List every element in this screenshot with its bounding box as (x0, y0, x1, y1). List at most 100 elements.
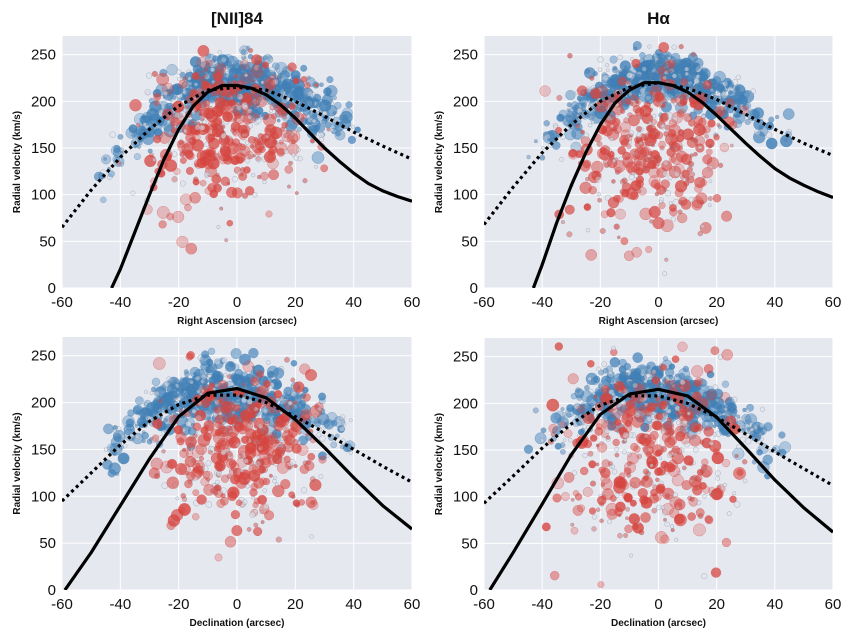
point-red (318, 474, 324, 480)
point-red (683, 113, 693, 123)
point-blue (205, 365, 216, 375)
point-red (185, 166, 194, 175)
point-red (291, 494, 296, 499)
point-red (219, 206, 224, 211)
point-red (637, 189, 642, 194)
point-red (278, 139, 284, 145)
point-red (564, 204, 575, 215)
y-tick-label: 250 (31, 348, 56, 365)
point-blue (585, 372, 598, 385)
point-red (701, 573, 708, 580)
point-red (607, 369, 613, 375)
point-red (309, 476, 316, 483)
point-red (184, 104, 190, 110)
point-red (736, 468, 744, 476)
point-blue (101, 154, 112, 165)
point-red (649, 219, 654, 224)
point-red (639, 115, 644, 120)
point-red (293, 155, 299, 161)
point-red (616, 235, 621, 240)
point-red (552, 493, 562, 503)
point-red (176, 69, 182, 75)
point-red (646, 456, 659, 470)
point-red (560, 492, 570, 501)
point-red (242, 104, 249, 111)
point-red (205, 460, 212, 466)
point-blue (172, 393, 178, 399)
point-red (171, 151, 178, 158)
point-red (628, 130, 635, 136)
point-red (721, 92, 728, 99)
point-red (267, 434, 274, 440)
point-red (217, 148, 230, 162)
point-red (673, 101, 678, 106)
point-red (191, 408, 197, 414)
point-red (263, 113, 276, 127)
point-red (252, 153, 256, 158)
point-red (567, 373, 579, 385)
point-red (189, 89, 197, 97)
point-red (254, 148, 263, 156)
point-red (280, 478, 291, 490)
point-red (623, 492, 633, 503)
point-red (614, 446, 620, 452)
point-red (613, 160, 626, 173)
point-red (300, 75, 308, 83)
point-red (239, 409, 252, 421)
point-red (254, 460, 261, 467)
point-red (580, 129, 586, 135)
point-red (216, 397, 226, 407)
point-red (220, 176, 231, 187)
point-blue (164, 418, 169, 423)
point-red (582, 159, 592, 169)
point-red (629, 101, 634, 106)
x-tick-label: -40 (531, 294, 553, 311)
point-red (658, 456, 663, 461)
point-red (166, 520, 176, 531)
point-red (675, 431, 686, 442)
point-red (205, 146, 217, 158)
point-red (585, 228, 591, 233)
point-red (696, 500, 702, 506)
point-red (697, 230, 704, 237)
point-red (621, 177, 628, 184)
point-red (733, 501, 741, 508)
point-red (585, 249, 598, 261)
point-blue (559, 448, 566, 455)
point-red (654, 379, 660, 385)
point-blue (182, 90, 187, 95)
point-red (663, 412, 668, 416)
point-red (677, 409, 689, 422)
point-red (287, 400, 293, 406)
point-red (284, 356, 290, 363)
point-red (596, 442, 608, 453)
point-red (717, 162, 724, 169)
point-red (201, 374, 207, 380)
point-red (692, 446, 699, 453)
point-red (589, 434, 598, 442)
point-red (645, 142, 650, 147)
point-red (304, 82, 311, 89)
point-blue (110, 145, 122, 156)
point-red (676, 110, 685, 118)
point-red (196, 494, 207, 505)
point-red (244, 73, 249, 78)
point-red (220, 91, 227, 98)
point-red (593, 394, 599, 400)
point-red (192, 466, 200, 474)
point-red (286, 184, 292, 189)
point-red (178, 503, 191, 516)
x-tick-label: -20 (589, 596, 611, 613)
point-red (671, 445, 680, 454)
point-blue (759, 422, 765, 428)
point-red (615, 477, 628, 490)
point-blue (276, 118, 281, 123)
point-red (722, 482, 728, 488)
point-red (680, 153, 692, 165)
point-red (624, 524, 633, 534)
point-blue (248, 347, 259, 359)
point-red (626, 80, 631, 85)
point-blue (189, 380, 194, 385)
point-blue (117, 452, 130, 465)
point-red (699, 221, 712, 234)
